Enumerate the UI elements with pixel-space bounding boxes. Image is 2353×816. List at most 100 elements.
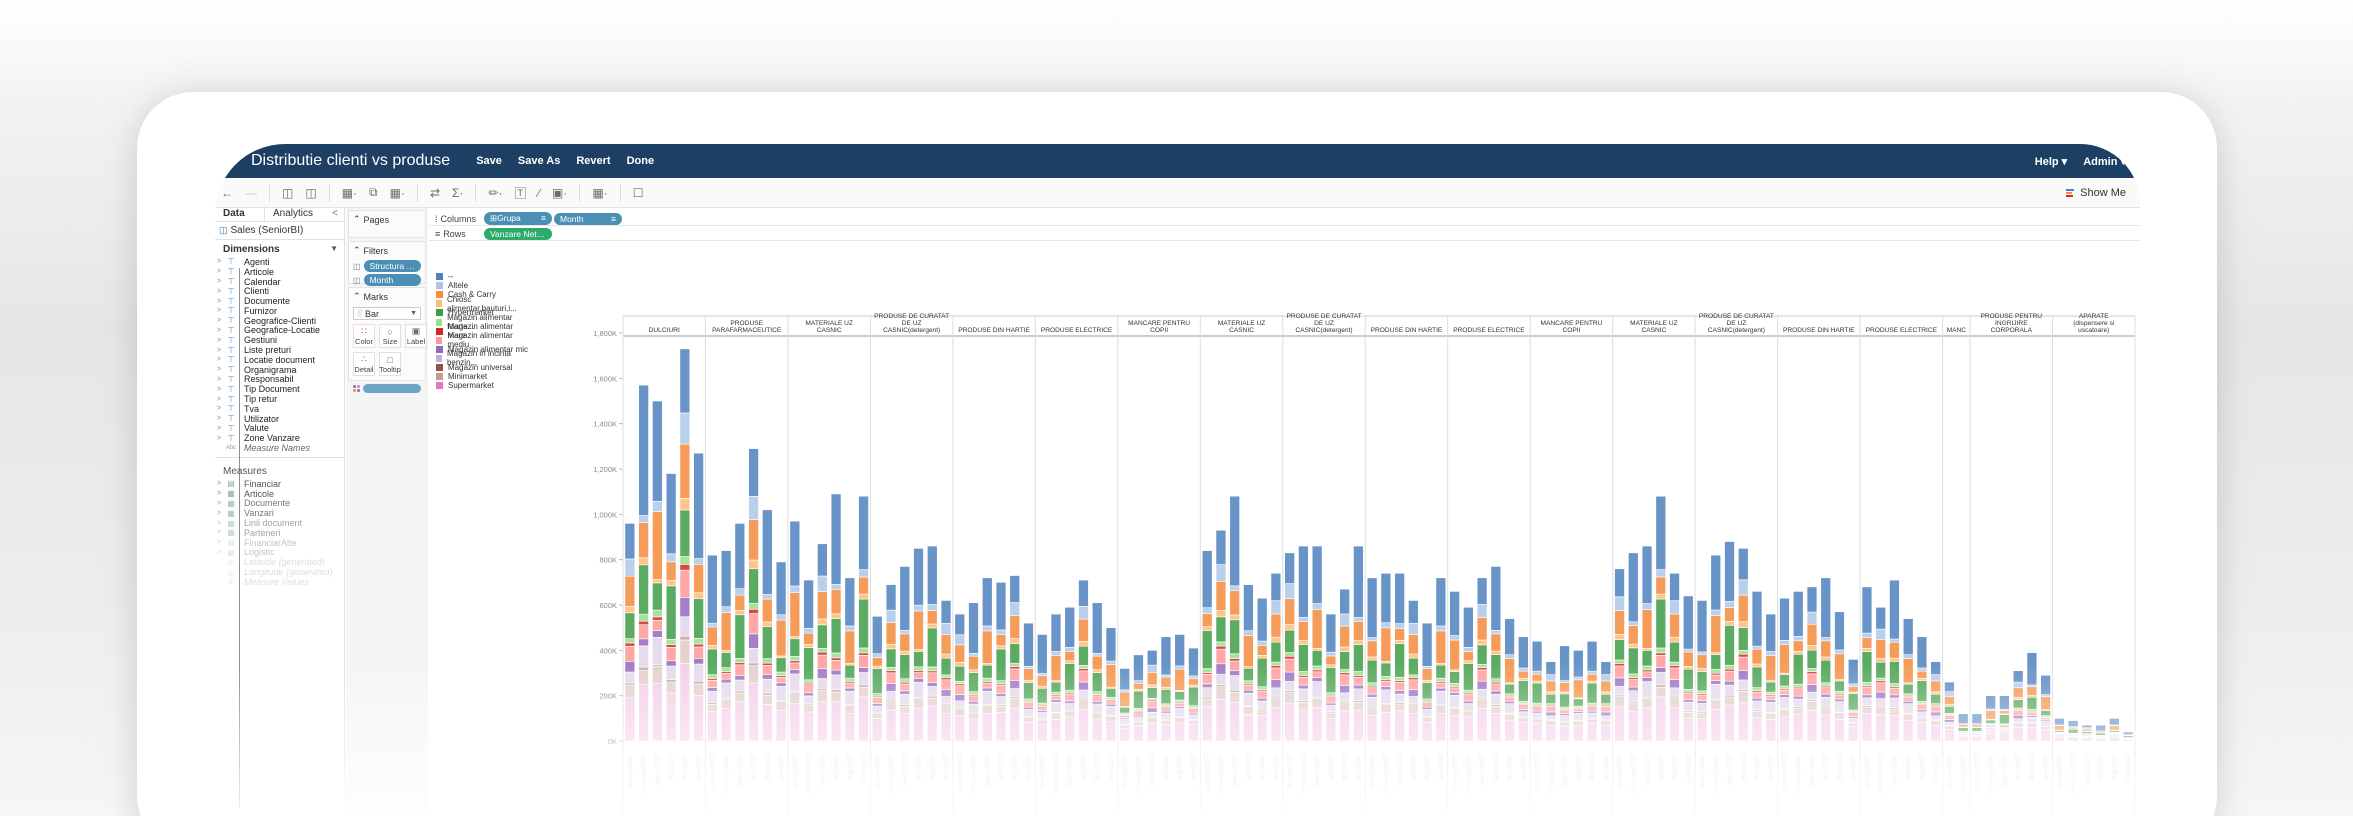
bar-segment[interactable] xyxy=(1256,645,1268,656)
bar-segment[interactable] xyxy=(789,638,801,657)
bar-segment[interactable] xyxy=(1009,707,1020,742)
expand-chevron-icon[interactable]: > xyxy=(217,548,222,556)
bar-segment[interactable] xyxy=(885,648,897,668)
bar-segment[interactable] xyxy=(1366,682,1378,687)
bar-segment[interactable] xyxy=(1751,663,1763,668)
bar-segment[interactable] xyxy=(762,674,773,680)
bar-segment[interactable] xyxy=(1779,597,1790,641)
bar-segment[interactable] xyxy=(1724,670,1735,682)
bar-segment[interactable] xyxy=(1834,653,1845,680)
bar-segment[interactable] xyxy=(1325,651,1337,657)
color-button[interactable]: ∷ Color xyxy=(353,324,375,348)
bar-segment[interactable] xyxy=(1902,697,1914,702)
bar-segment[interactable] xyxy=(1270,665,1282,669)
group-header-label[interactable]: PRODUSE DE CURATAT DE UZ CASNIC(detergent) xyxy=(1699,313,1774,334)
bar-segment[interactable] xyxy=(2081,724,2093,729)
bar-segment[interactable] xyxy=(1792,698,1804,707)
group-header-label[interactable]: APARATE (dispensere si uscatoare) xyxy=(2073,313,2115,334)
bar-segment[interactable] xyxy=(817,689,828,703)
expand-chevron-icon[interactable]: > xyxy=(217,287,222,295)
bar-segment[interactable] xyxy=(872,693,883,697)
bar-segment[interactable] xyxy=(1050,691,1062,695)
group-header-label[interactable]: MANCARE PENTRU COPII xyxy=(1540,320,1602,334)
bar-segment[interactable] xyxy=(1628,625,1639,645)
bar-segment[interactable] xyxy=(762,621,773,627)
bar-segment[interactable] xyxy=(1243,667,1254,682)
bar-segment[interactable] xyxy=(899,678,911,683)
bar-segment[interactable] xyxy=(1435,712,1447,742)
bar-segment[interactable] xyxy=(1641,681,1653,698)
bar-segment[interactable] xyxy=(1311,603,1323,610)
bar-segment[interactable] xyxy=(1009,668,1020,681)
bar-segment[interactable] xyxy=(734,523,746,589)
bar-segment[interactable] xyxy=(803,711,814,742)
bar-segment[interactable] xyxy=(1009,698,1020,709)
measure-names-field[interactable]: Abc Measure Names xyxy=(215,443,344,453)
bar-segment[interactable] xyxy=(1105,664,1117,688)
bar-segment[interactable] xyxy=(1916,711,1928,718)
bar-segment[interactable] xyxy=(1902,703,1914,714)
bar-segment[interactable] xyxy=(1325,692,1337,696)
bar-segment[interactable] xyxy=(1463,647,1474,652)
dimension-field[interactable]: > ⊤ Tip Document xyxy=(215,384,344,394)
bar-segment[interactable] xyxy=(940,679,952,690)
bar-segment[interactable] xyxy=(817,651,828,656)
bar-segment[interactable] xyxy=(1545,724,1557,742)
dimension-field[interactable]: > ⊤ Geografice-Clienti xyxy=(215,316,344,326)
bar-segment[interactable] xyxy=(1449,695,1460,708)
bar-segment[interactable] xyxy=(885,709,897,742)
bar-segment[interactable] xyxy=(1779,709,1790,718)
bar-segment[interactable] xyxy=(1628,679,1639,688)
bar-segment[interactable] xyxy=(720,682,732,699)
bar-segment[interactable] xyxy=(830,657,842,661)
bar-segment[interactable] xyxy=(1160,636,1172,676)
bar-segment[interactable] xyxy=(1792,707,1804,715)
bar-segment[interactable] xyxy=(982,687,993,692)
bar-segment[interactable] xyxy=(1531,670,1543,675)
help-menu[interactable]: Help ▾ xyxy=(2034,155,2068,168)
bar-segment[interactable] xyxy=(1421,698,1433,702)
bar-segment[interactable] xyxy=(1146,707,1158,713)
bar-segment[interactable] xyxy=(1518,704,1529,711)
bar-segment[interactable] xyxy=(1394,710,1405,742)
bar-segment[interactable] xyxy=(707,648,718,676)
bar-segment[interactable] xyxy=(830,689,842,693)
group-header-label[interactable]: PRODUSE DIN HARTIE xyxy=(1783,327,1855,334)
bar-segment[interactable] xyxy=(624,682,636,686)
expand-chevron-icon[interactable]: > xyxy=(217,385,222,393)
bar-segment[interactable] xyxy=(1270,687,1282,697)
bar-segment[interactable] xyxy=(2109,718,2120,726)
bar-segment[interactable] xyxy=(885,609,897,623)
bar-segment[interactable] xyxy=(1889,683,1900,688)
bar-segment[interactable] xyxy=(1669,667,1680,680)
bar-segment[interactable] xyxy=(1064,716,1075,742)
bar-segment[interactable] xyxy=(1284,552,1295,584)
bar-segment[interactable] xyxy=(2122,731,2134,735)
bar-segment[interactable] xyxy=(1751,691,1763,699)
bar-segment[interactable] xyxy=(2026,686,2038,696)
bar-segment[interactable] xyxy=(638,613,649,622)
bar-segment[interactable] xyxy=(1545,706,1557,713)
bar-segment[interactable] xyxy=(1930,691,1941,695)
bar-segment[interactable] xyxy=(693,592,704,599)
bar-segment[interactable] xyxy=(1449,639,1460,671)
bar-segment[interactable] xyxy=(762,694,773,705)
bar-segment[interactable] xyxy=(1628,686,1639,692)
bar-segment[interactable] xyxy=(817,701,828,742)
bar-segment[interactable] xyxy=(803,647,814,681)
bar-segment[interactable] xyxy=(1504,719,1515,742)
bar-segment[interactable] xyxy=(1875,691,1886,699)
bar-segment[interactable] xyxy=(982,704,993,714)
bar-segment[interactable] xyxy=(1889,579,1900,640)
bar-segment[interactable] xyxy=(1091,700,1103,705)
expand-chevron-icon[interactable]: > xyxy=(217,268,222,276)
bar-segment[interactable] xyxy=(693,598,704,639)
bar-segment[interactable] xyxy=(1229,614,1240,621)
bar-segment[interactable] xyxy=(844,682,856,689)
bar-segment[interactable] xyxy=(1188,686,1199,706)
bar-segment[interactable] xyxy=(1064,663,1075,691)
bar-segment[interactable] xyxy=(954,662,966,667)
bar-segment[interactable] xyxy=(1091,713,1103,720)
bar-segment[interactable] xyxy=(1366,687,1378,695)
bar-segment[interactable] xyxy=(1779,716,1790,742)
